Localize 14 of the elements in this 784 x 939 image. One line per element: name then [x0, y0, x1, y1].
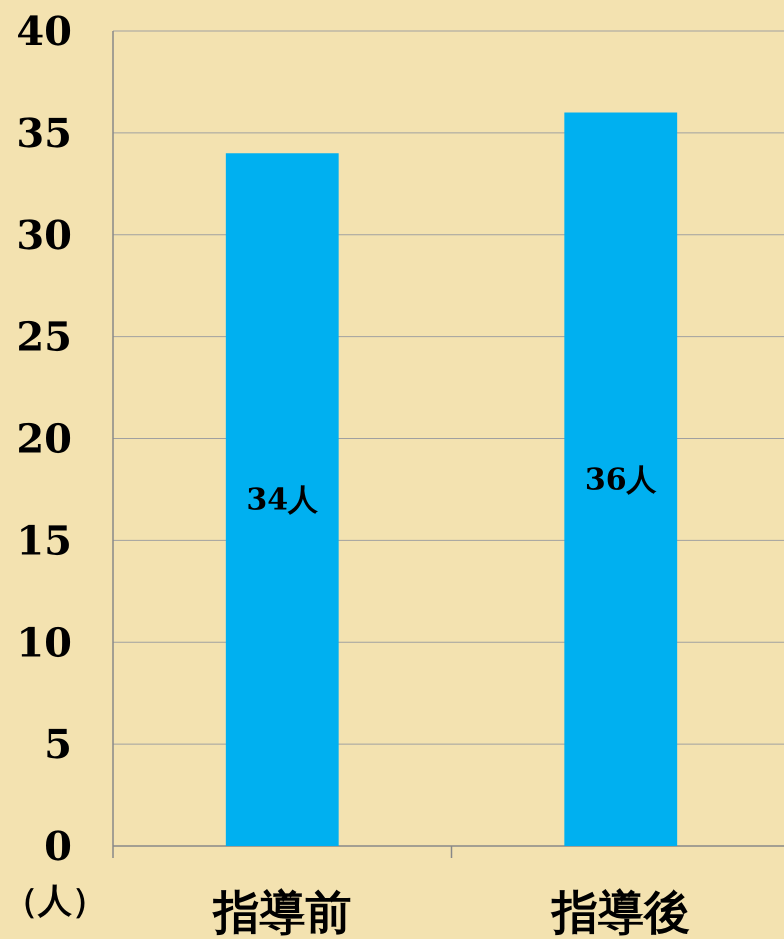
y-tick-label: 0 — [44, 823, 72, 870]
y-tick-label: 15 — [16, 517, 72, 564]
y-tick-label: 25 — [16, 314, 72, 361]
data-label: 36人 — [584, 462, 658, 498]
data-label: 34人 — [246, 482, 320, 518]
y-axis-title: （人） — [4, 881, 106, 921]
y-tick-label: 5 — [44, 721, 72, 768]
y-tick-label: 35 — [16, 110, 72, 157]
x-tick-label: 指導前 — [211, 885, 352, 939]
y-tick-label: 10 — [16, 619, 72, 666]
x-tick-label: 指導後 — [550, 885, 690, 939]
y-tick-label: 20 — [16, 416, 72, 462]
y-tick-label: 40 — [16, 8, 72, 55]
y-tick-label: 30 — [16, 212, 72, 259]
